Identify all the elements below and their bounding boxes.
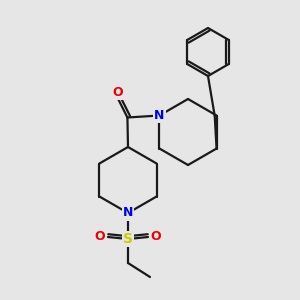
Text: N: N [154,109,165,122]
Text: O: O [112,86,123,99]
Text: N: N [123,206,133,220]
Text: O: O [151,230,161,244]
Text: O: O [95,230,105,244]
Text: S: S [123,232,133,246]
